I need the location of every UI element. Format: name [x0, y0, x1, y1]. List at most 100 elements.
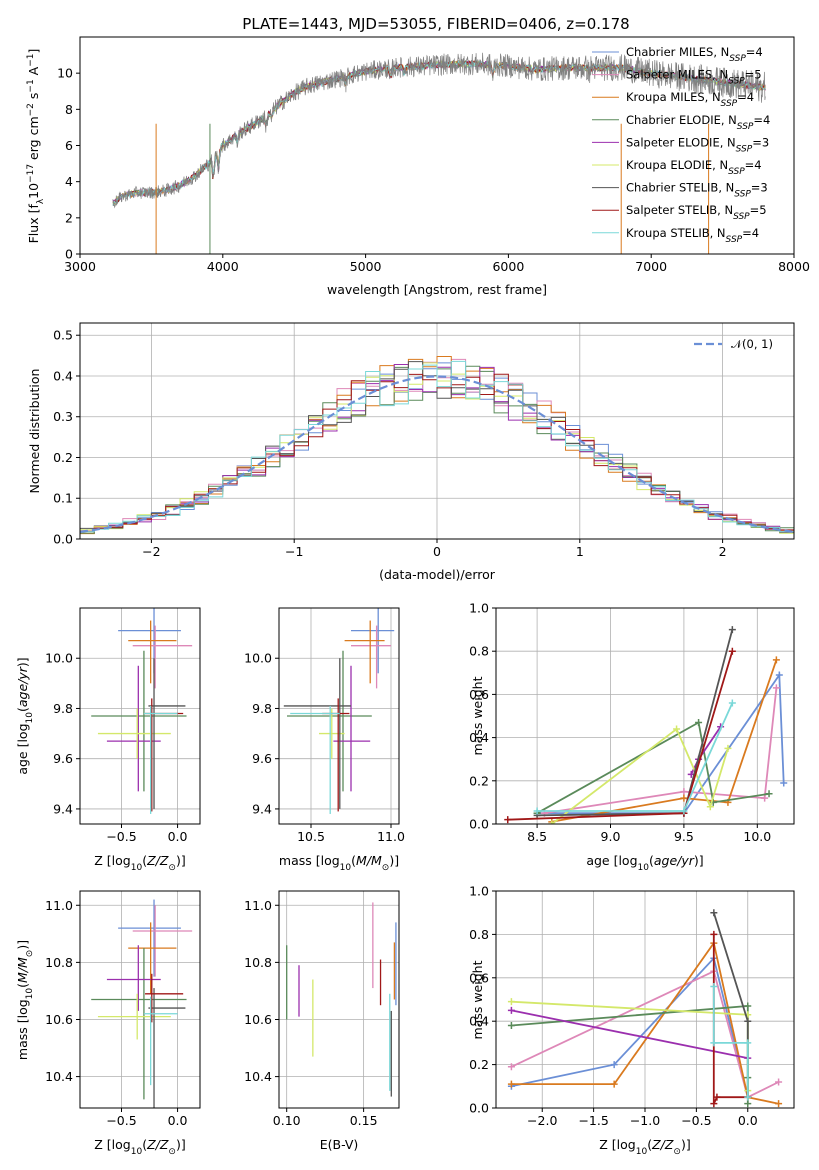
panel-ebv-mass: 0.10 0.15 10.4 10.6 10.8 11.0: [244, 890, 400, 1128]
y-tick-label: 10.4: [45, 1069, 73, 1084]
legend-label: Salpeter ELODIE, NSSP=3: [626, 135, 769, 154]
legend-label-normal: 𝒩(0, 1): [731, 337, 773, 351]
x-tick-label: −0.5: [106, 829, 136, 844]
weight-marker: [710, 1039, 718, 1047]
x-axis-label: (data-model)/error: [379, 567, 496, 582]
panel-age-weight: 8.5 9.0 9.5 10.0 0.0 0.2 0.4 0.6 0.8 1.0: [469, 601, 795, 844]
weight-marker: [533, 807, 541, 815]
weight-marker: [710, 930, 718, 938]
weight-line-salpeter-stelib: [507, 650, 734, 821]
y-axis-label: mass weight: [470, 676, 485, 755]
y-axis-label: age [log10(age/yr)]: [15, 657, 35, 774]
histogram-step-kroupa-stelib: [80, 360, 794, 533]
axes-frame: [278, 607, 400, 825]
weight-marker: [780, 779, 788, 787]
weight-marker: [772, 684, 780, 692]
weight-line-chabrier-stelib: [537, 629, 734, 817]
weight-marker: [744, 1002, 752, 1010]
y-tick-label: 1.0: [469, 601, 489, 616]
plot-area: [286, 902, 397, 1097]
axes-frame: [79, 890, 201, 1109]
y-tick-label: 9.8: [53, 701, 73, 716]
weight-line-salpeter-elodie: [511, 1009, 748, 1059]
y-tick-label: 0.0: [469, 1101, 489, 1116]
weight-marker: [710, 909, 718, 917]
y-tick-label: 0.2: [469, 773, 489, 788]
y-tick-label: 8: [65, 102, 73, 117]
y-tick-label: 10.0: [45, 651, 73, 666]
y-tick-label: 11.0: [244, 898, 272, 913]
y-tick-label: 9.4: [252, 801, 272, 816]
panel-mass-age: 10.5 11.0 9.4 9.6 9.8 10.0: [244, 607, 405, 844]
x-tick-label: 0: [433, 544, 441, 559]
weight-marker: [761, 794, 769, 802]
x-axis-label: mass [log10(M/M⊙)]: [279, 853, 399, 873]
weight-line-chabrier-elodie: [511, 1005, 749, 1104]
x-tick-label: 9.5: [674, 829, 694, 844]
x-tick-label: 8.5: [527, 829, 547, 844]
y-tick-label: 1.0: [469, 884, 489, 899]
legend-label: Kroupa MILES, NSSP=4: [626, 90, 754, 109]
weight-marker: [710, 1100, 718, 1108]
y-tick-label: 0.4: [469, 730, 489, 745]
x-tick-label: −0.5: [681, 1113, 711, 1128]
weight-line-salpeter-miles: [511, 970, 779, 1099]
weight-marker: [504, 816, 512, 824]
plot-area: [80, 356, 794, 535]
y-tick-label: 10: [57, 66, 73, 81]
y-axis-label: mass weight: [470, 960, 485, 1039]
x-tick-label: 10.5: [297, 829, 325, 844]
weight-line-kroupa-stelib: [712, 986, 749, 1098]
weight-marker: [610, 1061, 618, 1069]
y-tick-label: 0.0: [469, 817, 489, 832]
chart-title: PLATE=1443, MJD=53055, FIBERID=0406, z=0…: [242, 15, 629, 33]
weight-line-kroupa-miles: [551, 659, 778, 823]
y-tick-label: 9.6: [53, 751, 73, 766]
y-axis-label: Flux [fλ10−17 erg cm−2 s−1 A−1]: [26, 49, 46, 244]
y-axis-label: Normed distribution: [27, 369, 42, 494]
y-tick-label: 10.6: [244, 1012, 272, 1027]
weight-marker: [548, 820, 556, 824]
weight-marker: [744, 1093, 752, 1101]
x-tick-label: −2: [142, 544, 160, 559]
x-tick-label: 11.0: [377, 829, 405, 844]
x-tick-label: 0.0: [738, 1113, 758, 1128]
plot-area: [507, 909, 783, 1108]
x-tick-label: −1: [285, 544, 303, 559]
y-tick-label: 11.0: [45, 898, 73, 913]
y-tick-label: 0: [65, 247, 73, 262]
weight-marker: [775, 1100, 783, 1108]
panel-spectrum: 3000 4000 5000 6000 7000 8000 0 2 4 6 8 10: [57, 36, 810, 274]
weight-marker: [507, 1080, 515, 1088]
weight-marker: [610, 1080, 618, 1088]
legend-label: Kroupa STELIB, NSSP=4: [626, 226, 759, 245]
y-tick-label: 9.6: [252, 751, 272, 766]
weight-line-chabrier-miles: [511, 956, 749, 1098]
y-tick-label: 0.1: [53, 491, 73, 506]
weight-marker: [713, 1093, 721, 1101]
weight-marker: [680, 788, 688, 796]
y-tick-label: 0.3: [53, 409, 73, 424]
weight-marker: [744, 1100, 752, 1108]
y-tick-label: 0.0: [53, 532, 73, 547]
x-axis-label: E(B-V): [320, 1137, 359, 1152]
axes-frame: [278, 890, 400, 1109]
panel-z-weight: −2.0 −1.5 −1.0 −0.5 0.0 0.0 0.2 0.4 0.6 0.8 1.0: [469, 884, 795, 1128]
y-tick-label: 0.2: [53, 450, 73, 465]
legend-label: Salpeter STELIB, NSSP=5: [626, 203, 767, 222]
y-tick-label: 0.2: [469, 1057, 489, 1072]
y-tick-label: 9.4: [53, 801, 73, 816]
weight-marker: [744, 1017, 752, 1025]
y-tick-label: 0.6: [469, 687, 489, 702]
y-tick-label: 4: [65, 174, 73, 189]
axes-frame: [495, 607, 795, 825]
panel-residuals: −2 −1 0 1 2 0.0 0.1 0.2 0.3 0.4 0.5: [53, 322, 795, 559]
x-tick-label: 0.0: [168, 1113, 188, 1128]
weight-marker: [724, 744, 732, 752]
weight-marker: [507, 1063, 515, 1071]
weight-marker: [695, 718, 703, 726]
x-axis-label: wavelength [Angstrom, rest frame]: [327, 282, 547, 297]
weight-marker: [728, 626, 736, 634]
weight-marker: [706, 803, 714, 811]
x-tick-label: 7000: [635, 259, 667, 274]
